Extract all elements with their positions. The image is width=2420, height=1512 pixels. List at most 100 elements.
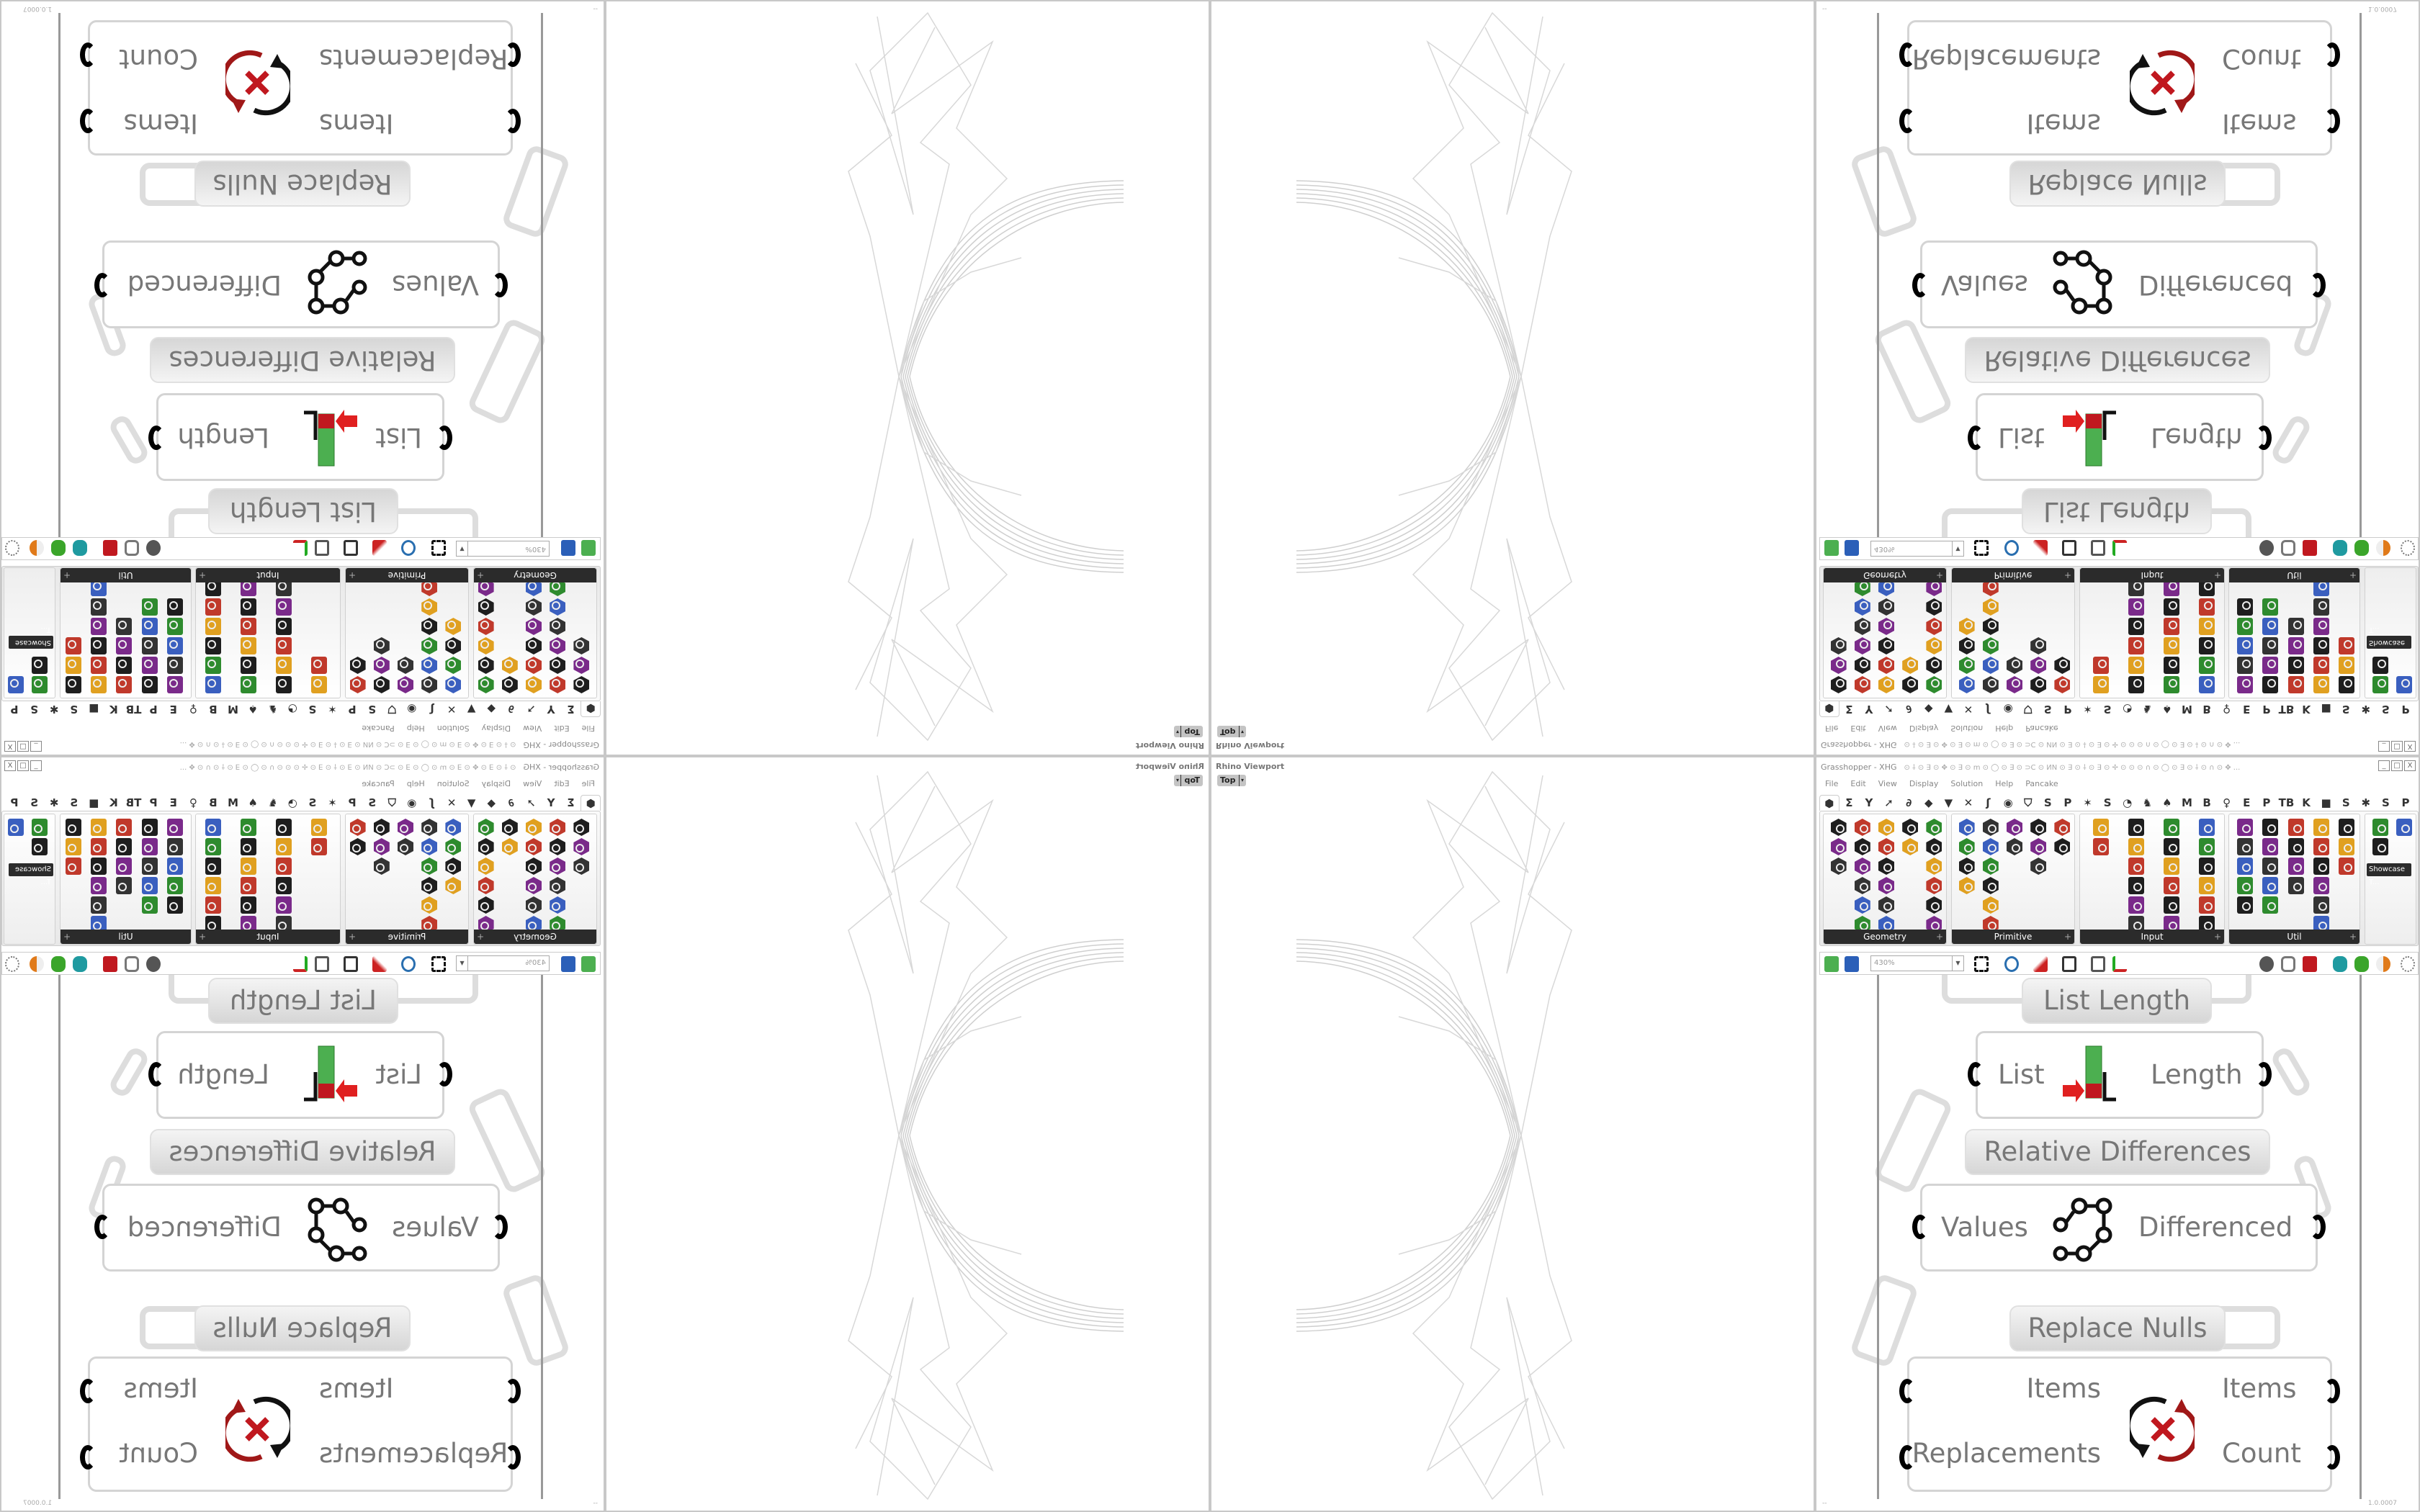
tab[interactable]: ◆	[487, 796, 496, 809]
grasshopper-canvas[interactable]: List Length List Length Relative Differe…	[1, 13, 601, 537]
tab[interactable]: ♠	[2162, 703, 2172, 716]
component-icon[interactable]	[91, 838, 107, 855]
component-icon[interactable]	[1902, 676, 1918, 693]
view-dropdown[interactable]: Top ▾	[1217, 775, 1246, 786]
component-icon[interactable]	[91, 637, 107, 654]
component-icon[interactable]	[2313, 657, 2329, 674]
component-icon[interactable]	[2128, 896, 2144, 914]
bake-icon[interactable]	[2062, 540, 2076, 556]
relative-differences-label[interactable]: Relative Differences	[150, 337, 455, 383]
component-icon[interactable]	[205, 838, 222, 855]
tab[interactable]: E	[169, 703, 177, 716]
panel-title[interactable]: Input +	[196, 930, 340, 944]
component-icon[interactable]	[116, 676, 133, 693]
rhino-viewport[interactable]: Rhino Viewport Top ▾	[605, 756, 1210, 1512]
tab[interactable]: B	[209, 796, 218, 809]
component-icon[interactable]	[1831, 657, 1847, 674]
component-icon[interactable]	[2372, 838, 2388, 855]
tab[interactable]: ◔	[2123, 703, 2133, 716]
component-icon[interactable]	[205, 858, 222, 875]
component-icon[interactable]	[2313, 858, 2329, 875]
component-icon[interactable]	[276, 637, 292, 654]
component-icon[interactable]	[2236, 896, 2253, 914]
component-icon[interactable]	[241, 838, 257, 855]
tab[interactable]: P	[348, 796, 357, 809]
component-icon[interactable]	[445, 838, 461, 855]
component-icon[interactable]	[526, 637, 542, 654]
component-icon[interactable]	[141, 819, 158, 836]
component-icon[interactable]	[2236, 618, 2253, 635]
component-icon[interactable]	[550, 838, 565, 855]
tab[interactable]: ◉	[2003, 703, 2013, 716]
relative-differences-label[interactable]: Relative Differences	[1965, 1129, 2270, 1175]
component-icon[interactable]	[1926, 896, 1942, 914]
component-icon[interactable]	[2163, 896, 2179, 914]
tab[interactable]: Σ	[567, 796, 575, 809]
display-mode-2-icon[interactable]	[2354, 956, 2369, 972]
component-icon[interactable]	[2163, 819, 2179, 836]
component-icon[interactable]	[1959, 676, 1975, 693]
tab[interactable]: ➚	[1884, 796, 1894, 809]
component-icon[interactable]	[421, 637, 437, 654]
input-grip[interactable]	[1968, 1062, 1984, 1086]
rhino-viewport[interactable]: Rhino Viewport Top ▾	[1210, 756, 1815, 1512]
tab[interactable]: ✱	[2361, 703, 2371, 716]
display-mode-icon[interactable]	[73, 540, 87, 556]
display-mode-2-icon[interactable]	[51, 540, 66, 556]
component-icon[interactable]	[1878, 637, 1894, 654]
tab[interactable]: ♞	[267, 796, 278, 809]
component-icon[interactable]	[550, 896, 565, 914]
expand-icon[interactable]: +	[199, 932, 207, 942]
expand-icon[interactable]: +	[349, 570, 357, 580]
tab[interactable]: ▼	[1944, 703, 1953, 716]
tab[interactable]: B	[209, 703, 218, 716]
component-icon[interactable]	[1902, 657, 1918, 674]
component-icon[interactable]	[65, 657, 81, 674]
relative-differences-component[interactable]: Values Differenced	[94, 1184, 508, 1272]
panel-title[interactable]: Geometry +	[1824, 930, 1946, 944]
component-icon[interactable]	[2262, 877, 2279, 894]
tab[interactable]: TB	[2278, 703, 2295, 716]
component-icon[interactable]	[1958, 858, 1975, 875]
tab[interactable]: ✶	[328, 796, 337, 809]
tab[interactable]: ✕	[1963, 796, 1973, 809]
component-icon[interactable]	[2262, 598, 2279, 616]
replace-nulls-component[interactable]: Items Replacements Items Count	[1899, 20, 2340, 156]
component-icon[interactable]	[1982, 838, 1999, 855]
tab[interactable]: S	[308, 703, 317, 716]
component-icon[interactable]	[421, 877, 437, 894]
component-icon[interactable]	[205, 819, 222, 836]
component-icon[interactable]	[1830, 858, 1847, 875]
bake-icon[interactable]	[344, 956, 358, 972]
component-icon[interactable]	[478, 676, 494, 693]
component-icon[interactable]	[2236, 657, 2253, 674]
component-icon[interactable]	[2339, 657, 2355, 674]
tab[interactable]: ◉	[2003, 796, 2013, 809]
component-icon[interactable]	[374, 838, 390, 855]
list-length-label[interactable]: List Length	[208, 488, 398, 534]
tab[interactable]: Y	[547, 703, 555, 716]
axes-icon[interactable]	[293, 956, 308, 972]
zoom-combo[interactable]: 430% ▼	[456, 541, 550, 557]
list-length-component[interactable]: List Length	[1968, 1031, 2272, 1119]
component-icon[interactable]	[32, 657, 48, 674]
component-icon[interactable]	[2128, 676, 2144, 693]
input-grip[interactable]	[1899, 1445, 1915, 1470]
tab[interactable]: S	[368, 703, 377, 716]
component-icon[interactable]	[2313, 838, 2329, 855]
component-icon[interactable]	[2262, 858, 2279, 875]
component-icon[interactable]	[91, 896, 107, 914]
tab[interactable]: P	[2262, 796, 2271, 809]
component-icon[interactable]	[141, 598, 158, 616]
grasshopper-canvas[interactable]: List Length List Length Relative Differe…	[1819, 13, 2419, 537]
preview-selected-icon[interactable]	[103, 956, 117, 972]
tab[interactable]: ⛉	[2024, 796, 2033, 809]
component-icon[interactable]	[141, 637, 158, 654]
tab[interactable]: ▼	[467, 703, 476, 716]
component-icon[interactable]	[2287, 657, 2304, 674]
component-icon[interactable]	[350, 676, 366, 693]
grasshopper-canvas[interactable]: List Length List Length Relative Differe…	[1, 975, 601, 1499]
component-icon[interactable]	[241, 657, 257, 674]
component-icon[interactable]	[65, 637, 81, 654]
component-icon[interactable]	[2236, 819, 2253, 836]
